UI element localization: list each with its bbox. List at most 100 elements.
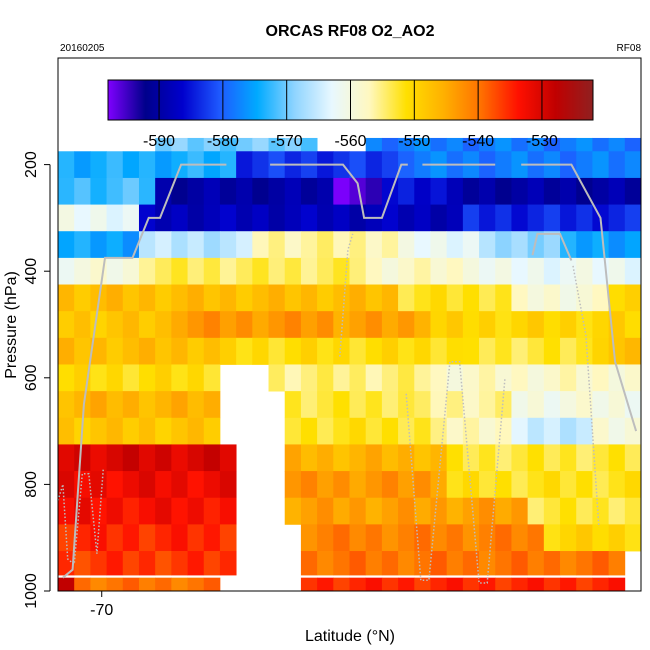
heatmap-cell (560, 177, 577, 205)
heatmap-cell (398, 311, 415, 339)
heatmap-cell (122, 417, 140, 445)
heatmap-cell (479, 137, 496, 152)
heatmap-cell (624, 444, 642, 472)
heatmap-cell (187, 177, 205, 205)
heatmap-cell (171, 577, 188, 592)
heatmap-cell (317, 337, 334, 365)
heatmap-cell (155, 444, 172, 472)
heatmap-cell (58, 391, 75, 419)
heatmap-cell (90, 577, 107, 592)
heatmap-cell (138, 284, 156, 312)
heatmap-cell (58, 204, 75, 232)
heatmap-cell (381, 337, 399, 365)
heatmap-cell (462, 257, 480, 285)
heatmap-cell (122, 577, 140, 592)
heatmap-cell (284, 231, 302, 259)
heatmap-cell (365, 231, 383, 259)
heatmap-cell (381, 391, 399, 419)
heatmap-cell (495, 151, 512, 179)
heatmap-cell (138, 471, 156, 499)
heatmap-cell (203, 524, 221, 552)
heatmap-cell (624, 151, 642, 179)
heatmap-cell (592, 231, 610, 259)
heatmap-cell (219, 151, 237, 179)
heatmap-cell (122, 204, 140, 232)
heatmap-cell (317, 391, 334, 419)
heatmap-cell (430, 231, 448, 259)
heatmap-cell (576, 137, 593, 152)
colorbar-tick-label: -590 (143, 133, 175, 150)
heatmap-cell (365, 551, 383, 576)
heatmap-cell (236, 177, 253, 205)
heatmap-cell (252, 204, 269, 232)
heatmap-cell (219, 497, 237, 525)
heatmap-cell (300, 204, 318, 232)
heatmap-cell (495, 311, 512, 339)
flight-track-dotted-segment (57, 468, 105, 566)
heatmap-cell (479, 337, 496, 365)
heatmap-cell (462, 231, 480, 259)
heatmap-cell (219, 311, 237, 339)
heatmap-cell (576, 231, 593, 259)
heatmap-cell (527, 577, 545, 592)
heatmap-cell (543, 204, 561, 232)
heatmap-cell (446, 231, 464, 259)
heatmap-cell (624, 524, 642, 552)
heatmap-cell (414, 204, 431, 232)
heatmap-cell (187, 471, 205, 499)
heatmap-cell (155, 471, 172, 499)
heatmap-cell (90, 444, 107, 472)
heatmap-cell (58, 311, 75, 339)
heatmap-cell (576, 444, 593, 472)
heatmap-cell (300, 337, 318, 365)
heatmap-cell (398, 137, 415, 152)
heatmap-cell (543, 137, 561, 152)
heatmap-cell (284, 337, 302, 365)
heatmap-cell (203, 337, 221, 365)
heatmap-cell (284, 257, 302, 285)
heatmap-cell (624, 311, 642, 339)
heatmap-cell (74, 337, 91, 365)
heatmap-cell (74, 497, 91, 525)
heatmap-cell (560, 364, 577, 392)
heatmap-cell (624, 471, 642, 499)
heatmap-cell (187, 204, 205, 232)
heatmap-cell (187, 417, 205, 445)
heatmap-cell (560, 257, 577, 285)
heatmap-cell (90, 417, 107, 445)
heatmap-cell (527, 524, 545, 552)
heatmap-cell (608, 417, 626, 445)
heatmap-cell (430, 337, 448, 365)
heatmap-cell (592, 137, 610, 152)
heatmap-cell (446, 444, 464, 472)
heatmap-cell (543, 284, 561, 312)
heatmap-cell (219, 444, 237, 472)
heatmap-cell (236, 337, 253, 365)
heatmap-cell (608, 284, 626, 312)
heatmap-cell (543, 577, 561, 592)
heatmap-cell (479, 284, 496, 312)
heatmap-cell (398, 577, 415, 592)
heatmap-cell (74, 257, 91, 285)
heatmap-cell (317, 284, 334, 312)
heatmap-cell (592, 471, 610, 499)
heatmap-cell (300, 177, 318, 205)
heatmap-cell (365, 257, 383, 285)
heatmap-cell (543, 257, 561, 285)
heatmap-cell (333, 444, 350, 472)
heatmap-cell (624, 231, 642, 259)
heatmap-cell (74, 391, 91, 419)
heatmap-cell (576, 524, 593, 552)
colorbar-tick-label: -560 (334, 133, 366, 150)
heatmap-cell (252, 257, 269, 285)
heatmap-cell (414, 284, 431, 312)
heatmap-cell (155, 497, 172, 525)
heatmap-cell (381, 151, 399, 179)
heatmap-cell (430, 284, 448, 312)
heatmap-cell (365, 391, 383, 419)
heatmap-cell (317, 551, 334, 576)
heatmap-cell (608, 577, 626, 592)
heatmap-cell (430, 204, 448, 232)
heatmap-cell (268, 311, 286, 339)
heatmap-cell (203, 177, 221, 205)
